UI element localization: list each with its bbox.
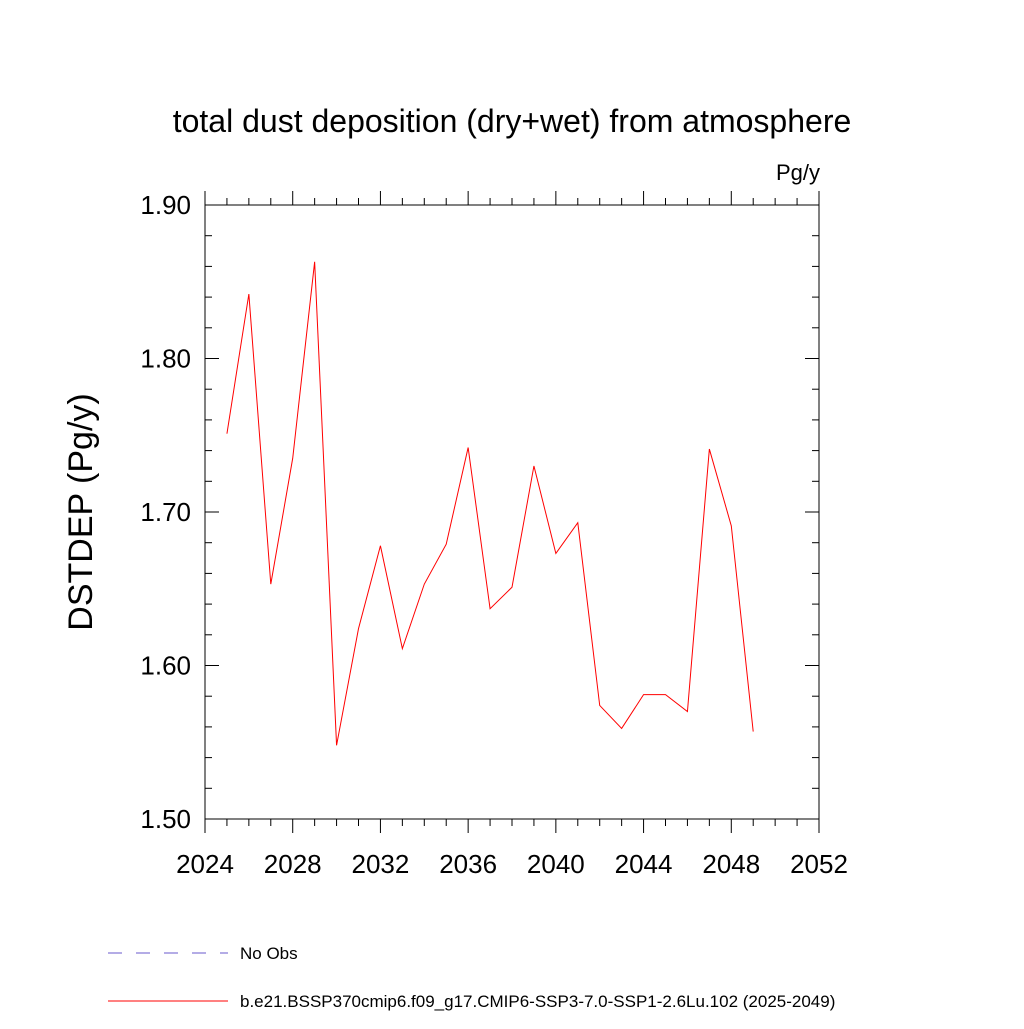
legend-label: b.e21.BSSP370cmip6.f09_g17.CMIP6-SSP3-7.…	[240, 992, 835, 1011]
x-tick-label: 2028	[264, 849, 322, 879]
x-tick-label: 2024	[176, 849, 234, 879]
x-tick-label: 2048	[702, 849, 760, 879]
y-axis-label: DSTDEP (Pg/y)	[62, 393, 100, 630]
chart-title: total dust deposition (dry+wet) from atm…	[173, 103, 852, 139]
x-tick-label: 2044	[615, 849, 673, 879]
legend: No Obs b.e21.BSSP370cmip6.f09_g17.CMIP6-S…	[108, 944, 835, 1011]
x-tick-label: 2040	[527, 849, 585, 879]
y-tick-label: 1.60	[140, 651, 191, 681]
x-tick-label: 2036	[439, 849, 497, 879]
axis-tick-labels: 2024 2028 2032 2036 2040 2044 2048 2052 1.50 1.60…	[140, 190, 848, 879]
y-tick-label: 1.90	[140, 190, 191, 220]
x-tick-label: 2032	[352, 849, 410, 879]
series-line	[226, 261, 754, 746]
y-tick-label: 1.80	[140, 344, 191, 374]
x-tick-label: 2052	[790, 849, 848, 879]
units-label: Pg/y	[776, 160, 820, 185]
legend-label: No Obs	[240, 944, 298, 963]
y-tick-label: 1.70	[140, 497, 191, 527]
axis-ticks	[204, 191, 820, 833]
y-tick-label: 1.50	[140, 804, 191, 834]
series-layer	[226, 261, 754, 746]
